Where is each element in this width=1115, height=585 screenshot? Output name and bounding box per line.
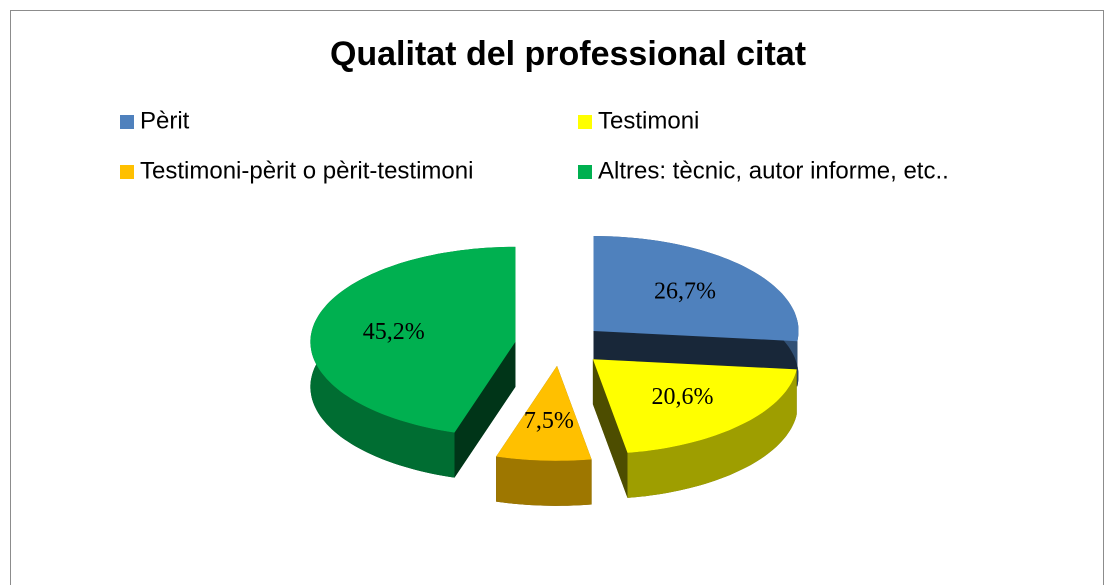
legend-swatch [578,165,592,179]
slice-wall [454,341,516,478]
legend-label: Altres: tècnic, autor informe, etc.. [598,157,949,184]
slice-side [496,456,592,506]
legend: Pèrit Testimoni Testimoni-pèrit o pèrit-te… [120,107,949,184]
value-labels: 26,7% 45,2% 20,6% 7,5% [363,278,716,434]
data-label: 45,2% [363,319,425,345]
chart-title: Qualitat del professional citat [330,35,806,73]
pie [310,236,799,506]
slice [592,359,797,453]
slice [310,246,516,433]
slice [593,236,799,342]
legend-label: Testimoni-pèrit o pèrit-testimoni [140,157,473,184]
legend-swatch [120,165,134,179]
slice-wall [592,359,628,498]
slice-side [627,369,797,498]
slice [496,365,592,461]
legend-swatch [120,115,134,129]
data-label: 7,5% [524,408,574,434]
legend-label: Pèrit [140,107,190,134]
legend-swatch [578,115,592,129]
legend-label: Testimoni [598,107,699,134]
data-label: 20,6% [652,384,714,410]
data-label: 26,7% [654,278,716,304]
